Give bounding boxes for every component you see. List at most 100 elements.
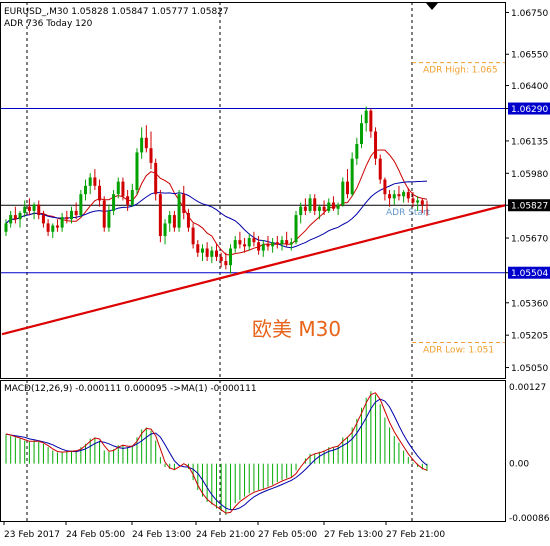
macd-tick-label: 0.00 [509,460,529,470]
candle-body [402,192,406,197]
trendline-group[interactable] [1,204,506,336]
candle-body [182,194,186,213]
candle-body [126,196,130,205]
candle-body [294,215,298,243]
candle-body [350,158,354,195]
price-panel-frame [0,2,506,379]
candle-body [406,192,410,199]
candle-body [177,194,181,228]
candle-body [374,131,378,159]
candle-body [74,210,78,216]
candle-body [257,242,261,251]
candle-body [331,202,335,209]
horizontal-price-lines[interactable] [0,108,505,274]
candle-body [107,210,111,228]
candle-body [51,225,55,232]
price-tick-label: 1.05205 [511,332,548,342]
candle-body [233,240,237,249]
candle-body [308,198,312,211]
price-tick-label: 1.06750 [511,9,548,19]
candle-body [364,110,368,124]
candle-body [65,217,69,220]
candle-body [196,244,200,253]
candle-body [154,162,158,195]
adr-high-label: ADR High: 1.065 [423,66,498,76]
candle-body [271,242,275,247]
time-tick-label: 24 Feb 21:00 [196,530,255,540]
adr-levels: ADR High: 1.065 ADR Low: 1.051 ADR Start [386,62,505,355]
candle-body [411,198,415,203]
time-tick-label: 27 Feb 05:00 [258,530,317,540]
time-tick-label: 27 Feb 13:00 [324,530,383,540]
candle-body [210,250,214,257]
price-tick-label: 1.06135 [511,137,548,147]
macd-signal-line [5,398,428,511]
candle-body [13,215,17,220]
candle-body [238,240,242,245]
price-tick-label: 1.06550 [511,51,548,61]
candle-body [149,148,153,163]
candle-body [355,144,359,159]
time-tick-label: 24 Feb 13:00 [132,530,191,540]
macd-panel [5,391,428,516]
ma-fast-line [5,149,428,256]
macd-panel-frame [0,380,506,522]
candle-body [55,225,59,228]
candle-body [130,190,134,205]
price-label-box [508,199,550,212]
candle-body [219,256,223,262]
candle-body [313,198,317,211]
candle-body [102,200,106,228]
candle-body [27,206,31,211]
price-tick-label: 1.06400 [511,82,548,92]
candle-body [280,240,284,245]
candle-body [327,202,331,211]
chart-shift-marker-icon[interactable] [426,3,438,10]
candle-body [60,217,64,228]
candle-body [140,137,144,153]
candle-body [158,194,162,236]
candle-body [32,204,36,211]
candle-body [98,185,102,201]
candle-body [289,242,293,245]
candle-body [37,204,41,216]
candle-body [336,204,340,209]
time-tick-label: 24 Feb 05:00 [66,530,125,540]
candle-body [215,250,218,257]
candle-body [163,223,167,236]
adr-start-label: ADR Start [386,208,431,218]
candle-body [135,152,139,190]
time-tick-label: 27 Feb 21:00 [386,530,445,540]
candle-body [46,223,50,232]
price-label-box [508,266,550,279]
candle-body [261,244,265,251]
candle-body [243,244,247,247]
candle-body [186,212,190,228]
candle-body [9,215,13,224]
price-tick-label: 1.05504 [511,269,548,279]
candle-body [416,200,420,203]
candle-body [360,123,364,145]
candle-body [205,248,209,257]
candle-body [93,177,97,186]
candle-body [369,110,373,132]
candle-body [341,181,345,205]
macd-tick-label: -0.000867 [509,514,550,524]
candle-body [383,179,387,195]
candle-body [121,181,125,197]
candle-body [200,248,204,253]
candle-body [247,238,251,247]
candle-body [23,206,27,213]
candle-body [266,244,270,247]
candle-body [303,206,307,211]
candle-body [191,227,195,245]
candle-body [84,185,88,195]
macd-ma-line [5,392,428,514]
candle-body [4,223,8,232]
candle-body [88,177,92,186]
candle-body [79,194,83,216]
candlesticks [4,106,429,274]
candle-body [345,181,349,195]
